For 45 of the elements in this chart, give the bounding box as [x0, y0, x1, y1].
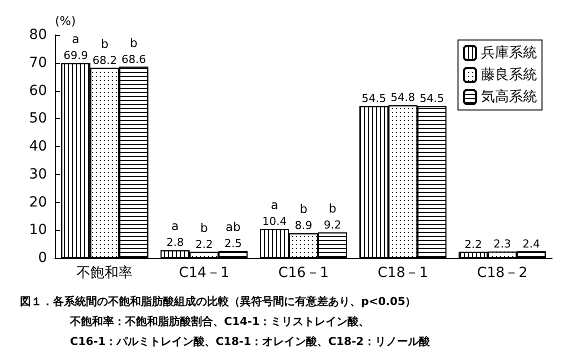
data-label: 10.4: [262, 215, 287, 228]
data-label: 2.3: [494, 238, 512, 251]
y-tick-label: 80: [29, 27, 47, 43]
legend-label: 兵庫系統: [481, 45, 537, 61]
data-label: 2.2: [195, 238, 213, 251]
x-tick-label: C16－1: [278, 265, 329, 281]
y-tick-label: 60: [29, 82, 47, 99]
data-label: 54.5: [362, 92, 386, 106]
y-tick-label: 30: [29, 166, 47, 182]
data-label: 68.6: [121, 52, 146, 66]
data-label: 54.5: [420, 92, 444, 106]
data-label: 2.4: [522, 237, 540, 250]
annotation: b: [300, 202, 308, 216]
y-tick-label: 50: [29, 110, 47, 127]
data-label: 54.8: [390, 91, 416, 104]
y-tick-label: 70: [29, 54, 47, 71]
y-tick-label: 40: [29, 138, 47, 154]
annotation: a: [171, 219, 179, 234]
x-tick-label: C18－1: [378, 265, 428, 281]
data-label: 69.9: [63, 49, 88, 62]
annotation: b: [328, 201, 336, 216]
annotation: ab: [226, 220, 241, 234]
text: 不飽和率：不飽和脂肪酸割合、C14-1：ミリストレイン酸、: [69, 315, 370, 328]
legend-label: 藤良系統: [481, 67, 537, 83]
data-label: 8.9: [294, 219, 312, 232]
data-label: 2.8: [166, 236, 184, 250]
y-tick-label: 20: [29, 194, 47, 210]
y-axis-title: (%): [55, 14, 76, 28]
annotation: a: [72, 32, 80, 46]
x-tick-label: C18－2: [477, 265, 528, 281]
annotation: b: [130, 36, 138, 50]
x-tick-label: 不飽和率: [76, 265, 133, 281]
x-tick-label: C14－1: [178, 265, 230, 281]
annotation: b: [100, 36, 109, 51]
annotation: b: [200, 220, 208, 235]
caption: 図１．各系統間の不飽和脂肪酸組成の比較（異符号間に有意差あり、p<0.05）: [20, 295, 416, 308]
data-label: 9.2: [324, 218, 342, 232]
text: C16-1：パルミトレイン酸、C18-1：オレイン酸、C18-2：リノール酸: [70, 335, 431, 348]
annotation: a: [270, 198, 278, 212]
data-label: 2.2: [464, 238, 482, 251]
data-label: 68.2: [92, 54, 117, 67]
data-label: 2.5: [224, 237, 242, 250]
y-tick-label: 10: [29, 222, 47, 238]
y-tick-label: 0: [38, 250, 47, 266]
legend-label: 気高系統: [481, 89, 537, 105]
